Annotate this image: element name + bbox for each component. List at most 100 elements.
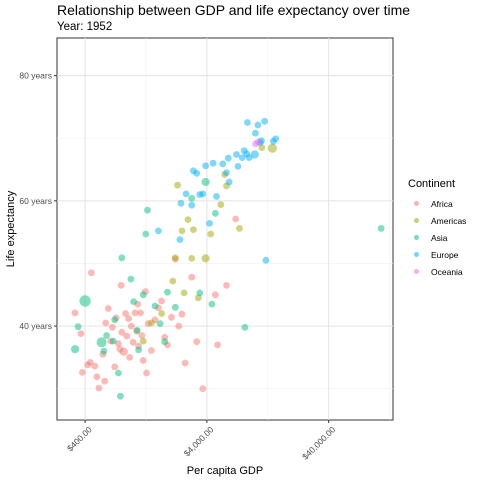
data-point-americas: [158, 310, 166, 317]
data-point-asia: [171, 303, 179, 311]
data-point-americas: [139, 337, 147, 345]
data-point-africa: [126, 354, 134, 361]
data-point-asia: [109, 337, 117, 345]
data-point-europe: [223, 169, 230, 177]
data-point-americas: [174, 181, 182, 189]
data-point-africa: [79, 369, 86, 376]
data-point-asia: [212, 209, 219, 217]
data-point-africa: [123, 332, 131, 340]
data-point-africa: [212, 291, 219, 299]
data-point-africa: [148, 347, 155, 354]
data-point-africa: [95, 384, 103, 392]
data-point-europe: [245, 154, 253, 162]
data-point-europe: [177, 199, 185, 207]
grid-lines: [57, 38, 393, 420]
x-tick-label: $40,000.00: [300, 424, 337, 461]
data-point-europe: [224, 154, 232, 162]
data-point-africa: [143, 369, 151, 377]
legend-label: Oceania: [431, 266, 463, 277]
data-point-africa: [104, 305, 112, 312]
data-point-americas: [148, 319, 155, 327]
data-point-asia: [100, 347, 108, 355]
data-point-asia: [139, 291, 147, 299]
legend-key: [408, 195, 425, 212]
data-point-americas: [169, 277, 177, 285]
data-point-europe: [233, 151, 240, 158]
data-point-asia: [201, 177, 210, 187]
legend-item-asia: Asia: [408, 229, 466, 246]
legend-label: Americas: [431, 215, 467, 226]
legend-label: Africa: [431, 198, 453, 209]
data-point-asia: [164, 288, 171, 296]
data-point-africa: [115, 340, 122, 347]
data-point-europe: [252, 129, 259, 137]
data-point-europe: [188, 201, 196, 209]
y-tick-label: 40 years: [19, 321, 52, 331]
data-point-europe: [261, 117, 268, 125]
data-point-americas: [236, 225, 243, 232]
data-point-europe: [262, 256, 270, 264]
data-points: [71, 117, 385, 400]
data-point-asia: [96, 337, 107, 348]
data-point-africa: [88, 269, 95, 277]
x-tick-label: $4,000.00: [182, 424, 216, 458]
data-point-americas: [267, 143, 277, 153]
data-point-americas: [201, 254, 210, 263]
data-point-asia: [74, 323, 82, 331]
data-point-africa: [232, 215, 240, 223]
data-point-africa: [175, 322, 183, 330]
data-point-europe: [225, 178, 233, 186]
data-point-americas: [188, 255, 196, 262]
legend-item-americas: Americas: [408, 212, 466, 229]
data-point-africa: [101, 377, 109, 385]
data-point-asia: [208, 300, 216, 308]
data-point-africa: [188, 273, 196, 281]
data-point-africa: [111, 363, 119, 371]
legend-item-oceania: Oceania: [408, 263, 466, 280]
data-point-africa: [178, 310, 186, 318]
data-point-europe: [206, 220, 213, 227]
data-point-europe: [238, 154, 246, 162]
data-point-americas: [207, 230, 215, 238]
data-point-africa: [109, 323, 116, 331]
x-tick-label: $400.00: [65, 424, 94, 453]
data-point-asia: [79, 295, 91, 307]
data-point-africa: [131, 309, 139, 317]
data-point-americas: [190, 226, 197, 234]
data-point-europe: [182, 190, 190, 198]
data-point-americas: [184, 216, 192, 224]
data-point-africa: [86, 359, 94, 366]
data-point-africa: [214, 341, 222, 349]
data-point-asia: [127, 275, 135, 283]
data-point-europe: [155, 227, 162, 235]
data-point-asia: [111, 316, 119, 324]
chart-subtitle: Year: 1952: [57, 21, 113, 33]
legend-key: [408, 246, 425, 263]
data-point-africa: [77, 330, 85, 337]
chart-title: Relationship between GDP and life expect…: [57, 2, 411, 18]
data-point-africa: [122, 310, 129, 317]
data-point-africa: [139, 357, 147, 364]
data-point-africa: [127, 322, 135, 330]
data-point-asia: [117, 392, 124, 400]
legend-key: [408, 263, 425, 280]
legend-dot-icon: [414, 269, 419, 274]
data-point-africa: [199, 385, 207, 393]
data-point-africa: [118, 328, 126, 336]
legend-item-europe: Europe: [408, 246, 466, 263]
data-point-europe: [244, 119, 251, 126]
data-point-asia: [115, 369, 122, 377]
data-point-oceania: [254, 138, 262, 146]
legend-dot-icon: [414, 218, 419, 223]
data-point-asia: [130, 298, 138, 305]
legend-item-africa: Africa: [408, 195, 466, 212]
data-point-asia: [135, 346, 143, 354]
data-point-africa: [119, 347, 128, 356]
data-point-asia: [144, 206, 151, 214]
plot-panel: [56, 37, 394, 421]
data-point-asia: [377, 225, 385, 232]
data-point-africa: [91, 362, 99, 370]
data-point-europe: [269, 137, 277, 145]
data-point-africa: [93, 373, 101, 381]
